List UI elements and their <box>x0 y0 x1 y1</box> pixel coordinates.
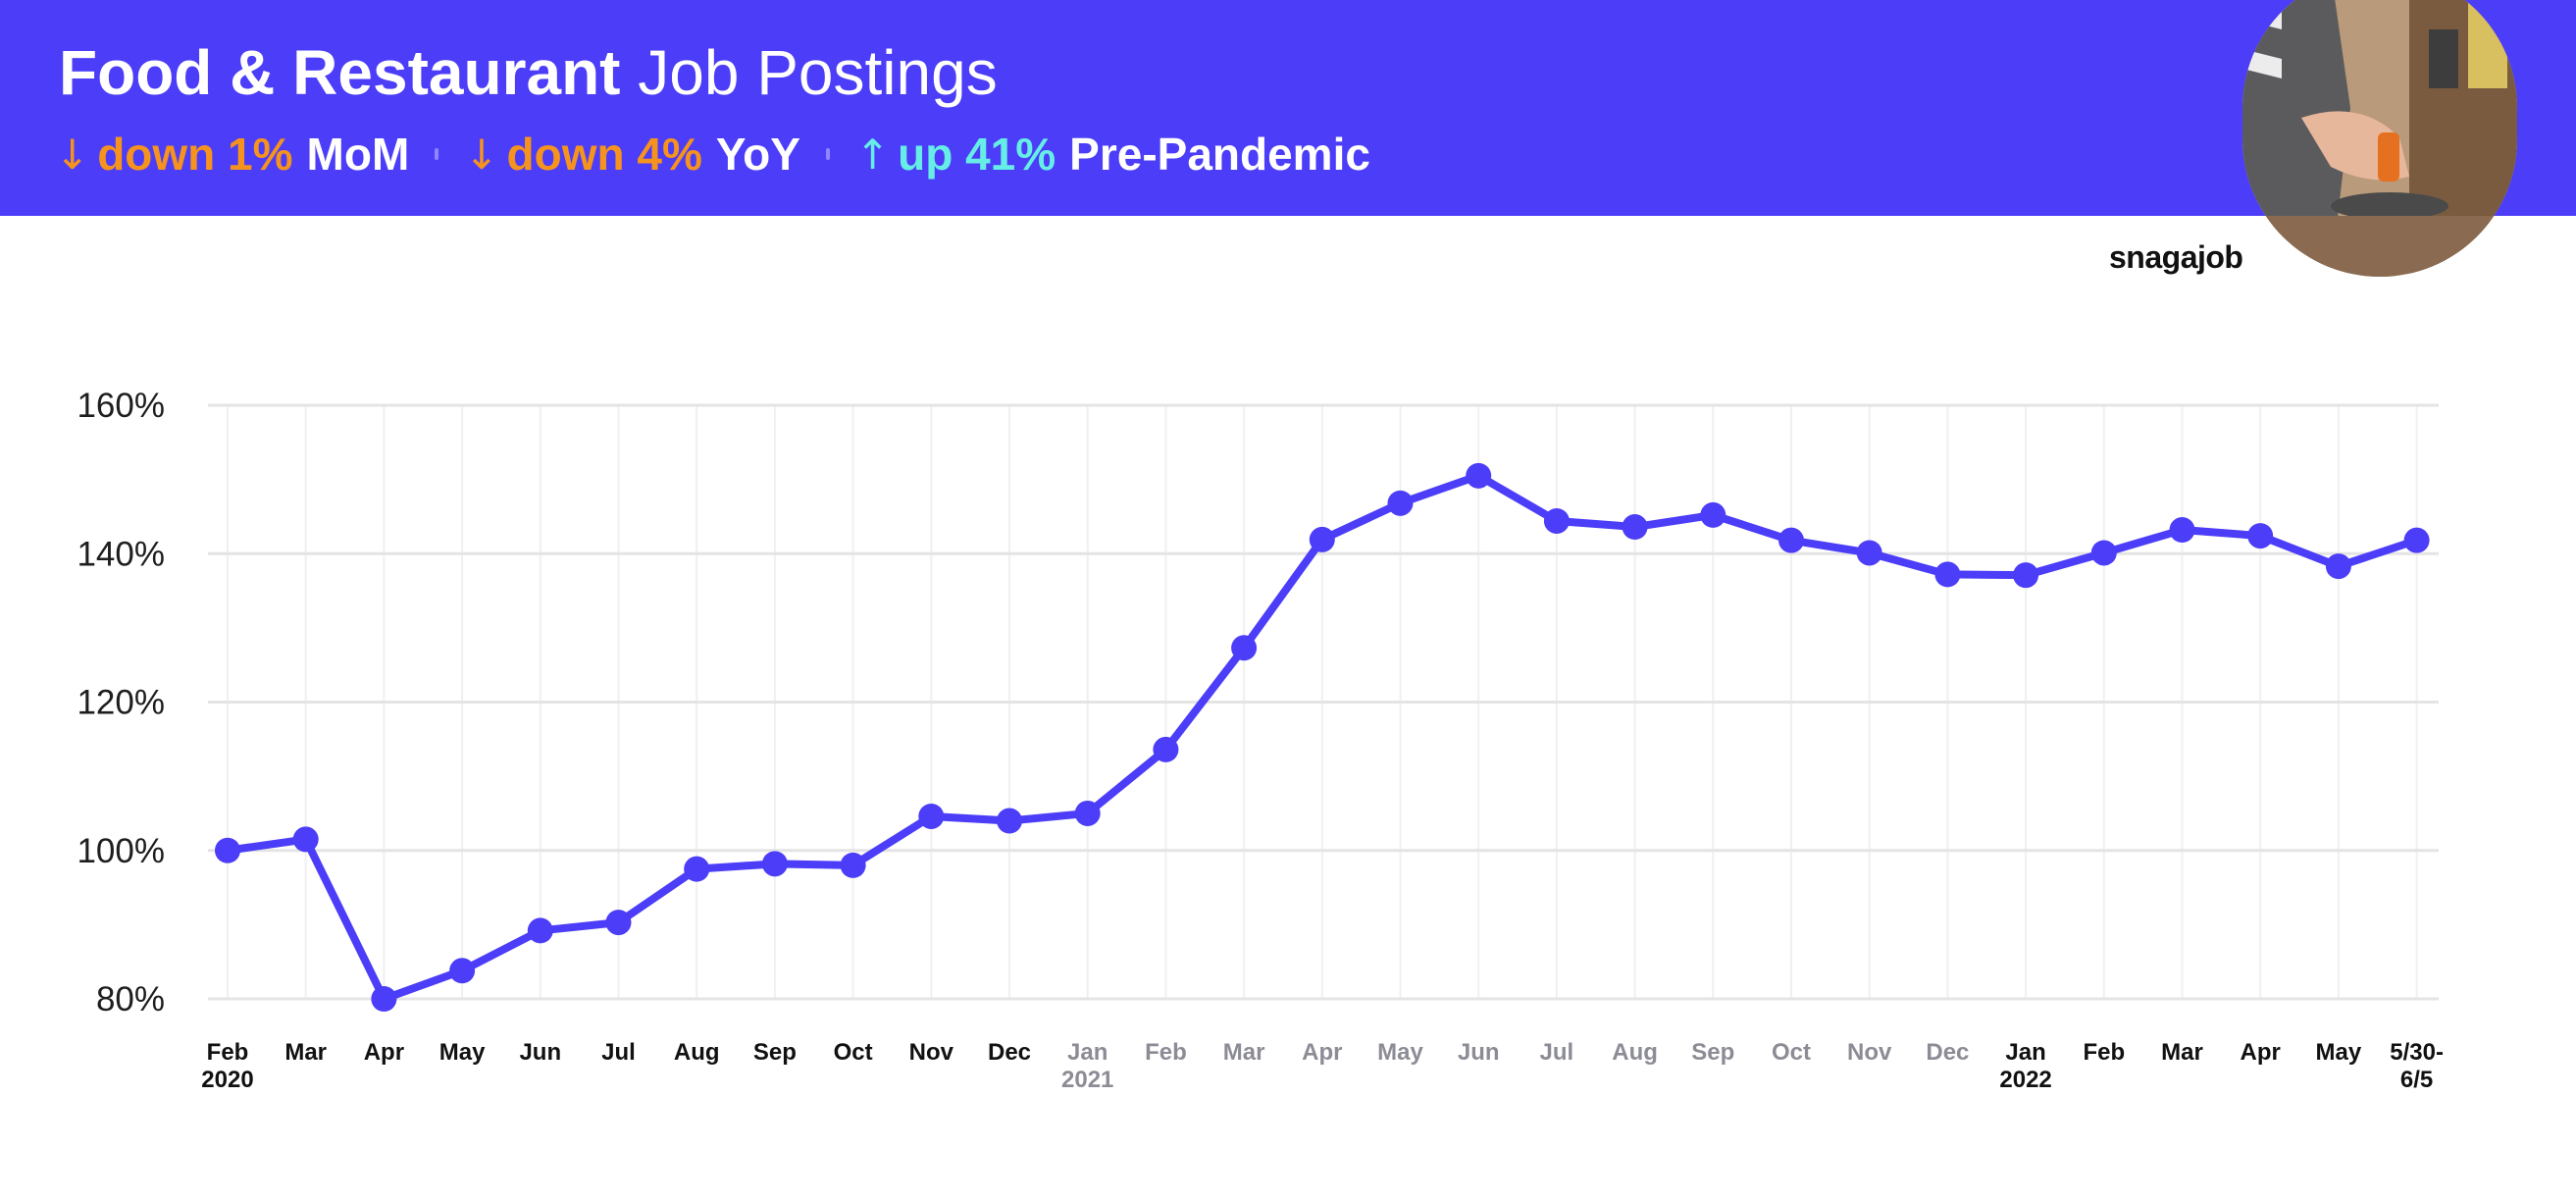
stat-prepandemic-label: Pre-Pandemic <box>1069 129 1370 180</box>
data-point <box>997 808 1022 834</box>
data-point <box>1856 540 1882 566</box>
data-point <box>1622 514 1648 541</box>
data-point <box>292 826 319 853</box>
y-tick-label: 140% <box>77 535 165 573</box>
title-bold: Food & Restaurant <box>59 37 621 108</box>
data-point <box>2247 523 2274 549</box>
stat-yoy: ↓ down 4% YoY <box>464 128 800 181</box>
x-tick-label: Aug <box>1612 1039 1658 1066</box>
stat-prepandemic: ↑ up 41% Pre-Pandemic <box>855 128 1370 181</box>
x-tick-label: Sep <box>753 1039 797 1066</box>
x-tick-label: Apr <box>364 1039 404 1066</box>
y-axis: 80% 100% 120% 140% 160% <box>77 387 165 1018</box>
data-point <box>2325 553 2351 580</box>
data-point <box>2403 527 2430 553</box>
data-point <box>684 856 710 882</box>
stat-prepandemic-value: up 41% <box>898 129 1056 180</box>
series-job-postings <box>215 462 2430 1012</box>
x-tick-label: Jan 2022 <box>1999 1039 2051 1093</box>
x-axis: Feb 2020 Mar Apr May Jun Jul Aug Sep Oct Nov Dec Jan… <box>201 1039 2444 1093</box>
x-tick-label: May <box>1377 1039 1423 1066</box>
chart-grid <box>208 403 2439 1001</box>
x-tick-label: Jun <box>1458 1039 1500 1066</box>
x-tick-label: Oct <box>834 1039 873 1066</box>
x-tick-label: Dec <box>988 1039 1031 1066</box>
x-tick-label: Oct <box>1772 1039 1811 1066</box>
x-tick-label: Mar <box>2161 1039 2203 1066</box>
stat-mom: ↓ down 1% MoM <box>55 128 409 181</box>
data-point <box>1543 507 1570 534</box>
data-point <box>2013 562 2039 589</box>
stat-yoy-value: down 4% <box>506 129 702 180</box>
x-tick-label: May <box>2316 1039 2362 1066</box>
arrow-up-icon: ↑ <box>854 130 891 179</box>
stat-separator <box>825 148 830 160</box>
data-point <box>918 803 945 829</box>
data-point <box>761 851 788 877</box>
y-tick-label: 100% <box>77 832 165 870</box>
x-tick-label: Feb 2020 <box>201 1039 253 1093</box>
data-point <box>1466 462 1492 489</box>
title-light: Job Postings <box>638 37 998 108</box>
data-point <box>2090 540 2117 566</box>
data-point <box>605 910 632 936</box>
y-tick-label: 120% <box>77 684 165 722</box>
data-point <box>840 852 866 878</box>
x-tick-label: Feb <box>1145 1039 1187 1066</box>
header-banner: Food & Restaurant Job Postings ↓ down 1%… <box>0 0 2576 216</box>
x-tick-label: Sep <box>1691 1039 1734 1066</box>
x-tick-label: Mar <box>1223 1039 1265 1066</box>
x-tick-label: Jun <box>519 1039 561 1066</box>
stats-row: ↓ down 1% MoM ↓ down 4% YoY ↑ up 41% Pre… <box>55 120 1370 188</box>
data-point <box>1074 800 1101 826</box>
snagajob-logo: snagajob <box>2109 239 2243 275</box>
data-point <box>215 837 240 863</box>
x-tick-label: May <box>439 1039 486 1066</box>
y-tick-label: 80% <box>96 980 165 1018</box>
data-point <box>2169 517 2195 544</box>
data-point <box>1231 635 1258 661</box>
data-point <box>1309 526 1335 552</box>
data-point <box>527 917 553 944</box>
x-tick-label: Nov <box>1847 1039 1892 1066</box>
x-tick-label: Jan 2021 <box>1061 1039 1113 1093</box>
x-tick-label: Aug <box>674 1039 720 1066</box>
data-point <box>1153 736 1179 762</box>
x-tick-label: Nov <box>909 1039 954 1066</box>
x-tick-label: Mar <box>284 1039 327 1066</box>
stat-separator <box>435 148 439 160</box>
data-point <box>1700 501 1726 528</box>
data-point <box>1934 561 1961 588</box>
data-point <box>1387 490 1414 516</box>
x-tick-label: 5/30-6/5 <box>2390 1039 2444 1093</box>
stat-yoy-label: YoY <box>715 129 800 180</box>
stat-mom-value: down 1% <box>97 129 293 180</box>
data-point <box>449 958 476 984</box>
x-tick-label: Jul <box>1540 1039 1574 1066</box>
arrow-down-icon: ↓ <box>464 130 499 179</box>
x-tick-label: Jul <box>601 1039 636 1066</box>
x-tick-label: Feb <box>2083 1039 2125 1066</box>
arrow-down-icon: ↓ <box>55 130 90 179</box>
stat-mom-label: MoM <box>306 129 410 180</box>
x-tick-label: Dec <box>1926 1039 1969 1066</box>
data-point <box>371 986 397 1012</box>
page-title: Food & Restaurant Job Postings <box>59 29 998 116</box>
x-tick-label: Apr <box>1302 1039 1342 1066</box>
x-tick-label: Apr <box>2241 1039 2281 1066</box>
y-tick-label: 160% <box>77 387 165 425</box>
data-point <box>1778 527 1804 553</box>
